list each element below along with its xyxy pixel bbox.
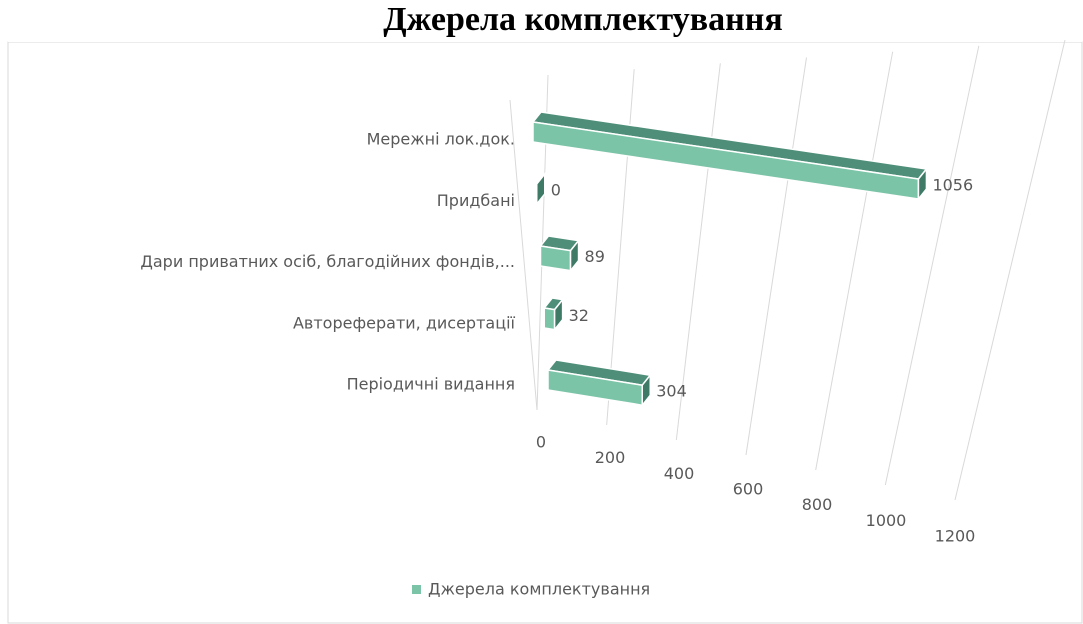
x-tick-label: 600 [733, 480, 764, 499]
y-tick-label: Дари приватних осіб, благодійних фондів,… [140, 252, 515, 271]
x-tick-label: 1000 [866, 511, 907, 530]
bar-front [539, 245, 572, 272]
grid-line [954, 39, 1066, 501]
bar [542, 297, 565, 332]
y-tick-label: Мережні лок.док. [367, 130, 515, 149]
bar-end [917, 166, 928, 202]
y-tick-label: Автореферати, дисертації [293, 313, 516, 332]
chart-title: Джерела комплектування [383, 1, 782, 38]
bar-end [536, 171, 546, 207]
bar [539, 235, 580, 273]
data-label: 304 [656, 382, 687, 401]
grid-line [884, 45, 980, 486]
x-tick-label: 0 [536, 433, 546, 452]
y-tick-label: Придбані [437, 191, 515, 210]
bar-end [553, 297, 564, 332]
y-tick-label: Періодичні видання [347, 375, 515, 394]
bar-front [543, 307, 556, 331]
bar-end [569, 238, 580, 273]
data-label: 89 [585, 247, 605, 266]
x-tick-label: 400 [664, 464, 695, 483]
title-bg [8, 0, 1082, 42]
data-label: 0 [551, 181, 561, 200]
axis-line [509, 99, 538, 411]
bar [546, 359, 652, 408]
bar [531, 111, 928, 202]
x-tick-label: 800 [802, 495, 833, 514]
legend-swatch [412, 585, 421, 594]
x-tick-label: 200 [595, 448, 626, 467]
data-label: 1056 [932, 176, 973, 195]
x-tick-label: 1200 [935, 527, 976, 546]
grid-line [675, 63, 721, 441]
bar-end [641, 373, 651, 408]
bar [536, 171, 546, 207]
legend-label: Джерела комплектування [428, 580, 650, 599]
grid-line [815, 51, 894, 471]
grid-line [745, 57, 807, 456]
data-label: 32 [569, 306, 589, 325]
